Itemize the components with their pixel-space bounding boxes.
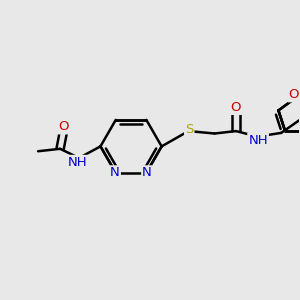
Text: N: N xyxy=(110,166,120,179)
Text: O: O xyxy=(58,120,69,134)
Text: NH: NH xyxy=(248,134,268,147)
Text: S: S xyxy=(185,123,194,136)
Text: NH: NH xyxy=(68,156,87,169)
Text: O: O xyxy=(231,101,241,114)
Text: O: O xyxy=(288,88,299,101)
Text: N: N xyxy=(142,166,152,179)
